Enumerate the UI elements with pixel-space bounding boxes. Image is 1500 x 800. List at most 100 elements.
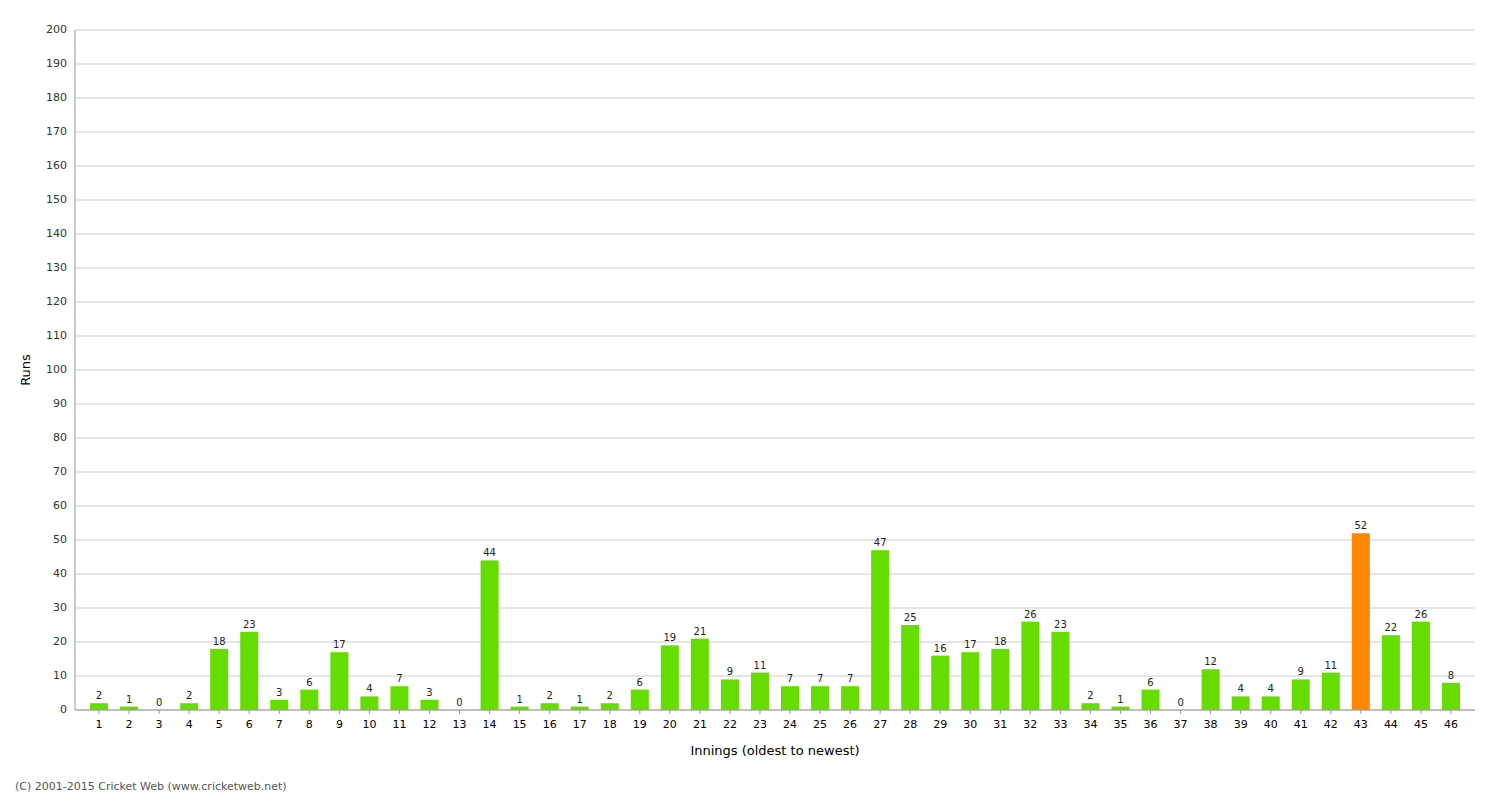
- data-label: 11: [1324, 660, 1337, 671]
- x-tick-label: 44: [1384, 718, 1398, 731]
- x-tick: [1300, 710, 1301, 714]
- x-tick-label: 46: [1444, 718, 1458, 731]
- x-tick-label: 3: [156, 718, 163, 731]
- x-tick: [1120, 710, 1121, 714]
- x-tick: [459, 710, 460, 714]
- x-tick: [729, 710, 730, 714]
- x-tick: [639, 710, 640, 714]
- x-tick-label: 35: [1113, 718, 1127, 731]
- x-tick-label: 41: [1294, 718, 1308, 731]
- x-tick: [309, 710, 310, 714]
- data-label: 1: [126, 694, 132, 705]
- x-tick-label: 19: [633, 718, 647, 731]
- y-tick-label: 110: [46, 329, 67, 342]
- grid-line: [75, 132, 1475, 133]
- grid-line: [75, 506, 1475, 507]
- x-tick: [1330, 710, 1331, 714]
- x-tick: [129, 710, 130, 714]
- bar: [1202, 669, 1220, 710]
- data-label: 6: [306, 677, 312, 688]
- bar: [721, 679, 739, 710]
- grid-line: [75, 370, 1475, 371]
- y-tick-label: 40: [53, 567, 67, 580]
- x-tick-label: 37: [1174, 718, 1188, 731]
- y-tick-label: 170: [46, 125, 67, 138]
- x-tick-label: 4: [186, 718, 193, 731]
- x-tick-label: 32: [1023, 718, 1037, 731]
- grid-line: [75, 540, 1475, 541]
- y-tick-label: 180: [46, 91, 67, 104]
- data-label: 21: [694, 626, 707, 637]
- y-tick-label: 10: [53, 669, 67, 682]
- y-tick-label: 30: [53, 601, 67, 614]
- bar: [571, 707, 589, 710]
- x-tick: [519, 710, 520, 714]
- data-label: 4: [1268, 683, 1274, 694]
- grid-line: [75, 472, 1475, 473]
- x-tick-label: 21: [693, 718, 707, 731]
- y-tick-label: 90: [53, 397, 67, 410]
- data-label: 22: [1385, 622, 1398, 633]
- y-tick-label: 140: [46, 227, 67, 240]
- bar: [120, 707, 138, 710]
- bar: [90, 703, 108, 710]
- bar: [420, 700, 438, 710]
- x-tick: [1270, 710, 1271, 714]
- bar: [1051, 632, 1069, 710]
- data-label: 9: [1298, 666, 1304, 677]
- bar: [210, 649, 228, 710]
- x-tick-label: 10: [362, 718, 376, 731]
- data-label: 7: [787, 673, 793, 684]
- x-tick: [1090, 710, 1091, 714]
- x-tick-label: 13: [453, 718, 467, 731]
- bar: [781, 686, 799, 710]
- x-tick: [910, 710, 911, 714]
- bar: [601, 703, 619, 710]
- x-tick-label: 8: [306, 718, 313, 731]
- x-tick: [399, 710, 400, 714]
- x-tick: [159, 710, 160, 714]
- bar: [240, 632, 258, 710]
- x-tick-label: 33: [1053, 718, 1067, 731]
- bar: [871, 550, 889, 710]
- data-label: 11: [754, 660, 767, 671]
- grid-line: [75, 64, 1475, 65]
- x-tick: [429, 710, 430, 714]
- bar: [1262, 696, 1280, 710]
- bar: [270, 700, 288, 710]
- bar: [390, 686, 408, 710]
- x-tick-label: 14: [483, 718, 497, 731]
- x-tick-label: 26: [843, 718, 857, 731]
- grid-line: [75, 438, 1475, 439]
- x-tick-label: 12: [423, 718, 437, 731]
- x-tick-label: 17: [573, 718, 587, 731]
- x-tick: [1060, 710, 1061, 714]
- bar: [1081, 703, 1099, 710]
- x-tick-label: 2: [126, 718, 133, 731]
- x-tick-label: 20: [663, 718, 677, 731]
- data-label: 23: [1054, 619, 1067, 630]
- x-tick-label: 39: [1234, 718, 1248, 731]
- y-tick-label: 160: [46, 159, 67, 172]
- data-label: 23: [243, 619, 256, 630]
- x-tick-label: 24: [783, 718, 797, 731]
- data-label: 52: [1354, 520, 1367, 531]
- bar: [661, 645, 679, 710]
- bar: [1412, 622, 1430, 710]
- x-tick-label: 40: [1264, 718, 1278, 731]
- x-axis-label: Innings (oldest to newest): [690, 743, 859, 758]
- x-tick-label: 11: [392, 718, 406, 731]
- y-tick-label: 120: [46, 295, 67, 308]
- grid: [75, 30, 1475, 710]
- grid-line: [75, 268, 1475, 269]
- grid-line: [75, 234, 1475, 235]
- x-tick: [1210, 710, 1211, 714]
- x-tick: [759, 710, 760, 714]
- x-tick: [339, 710, 340, 714]
- bar: [360, 696, 378, 710]
- x-tick: [820, 710, 821, 714]
- x-tick-label: 42: [1324, 718, 1338, 731]
- data-label: 7: [817, 673, 823, 684]
- bar: [901, 625, 919, 710]
- data-label: 2: [96, 690, 102, 701]
